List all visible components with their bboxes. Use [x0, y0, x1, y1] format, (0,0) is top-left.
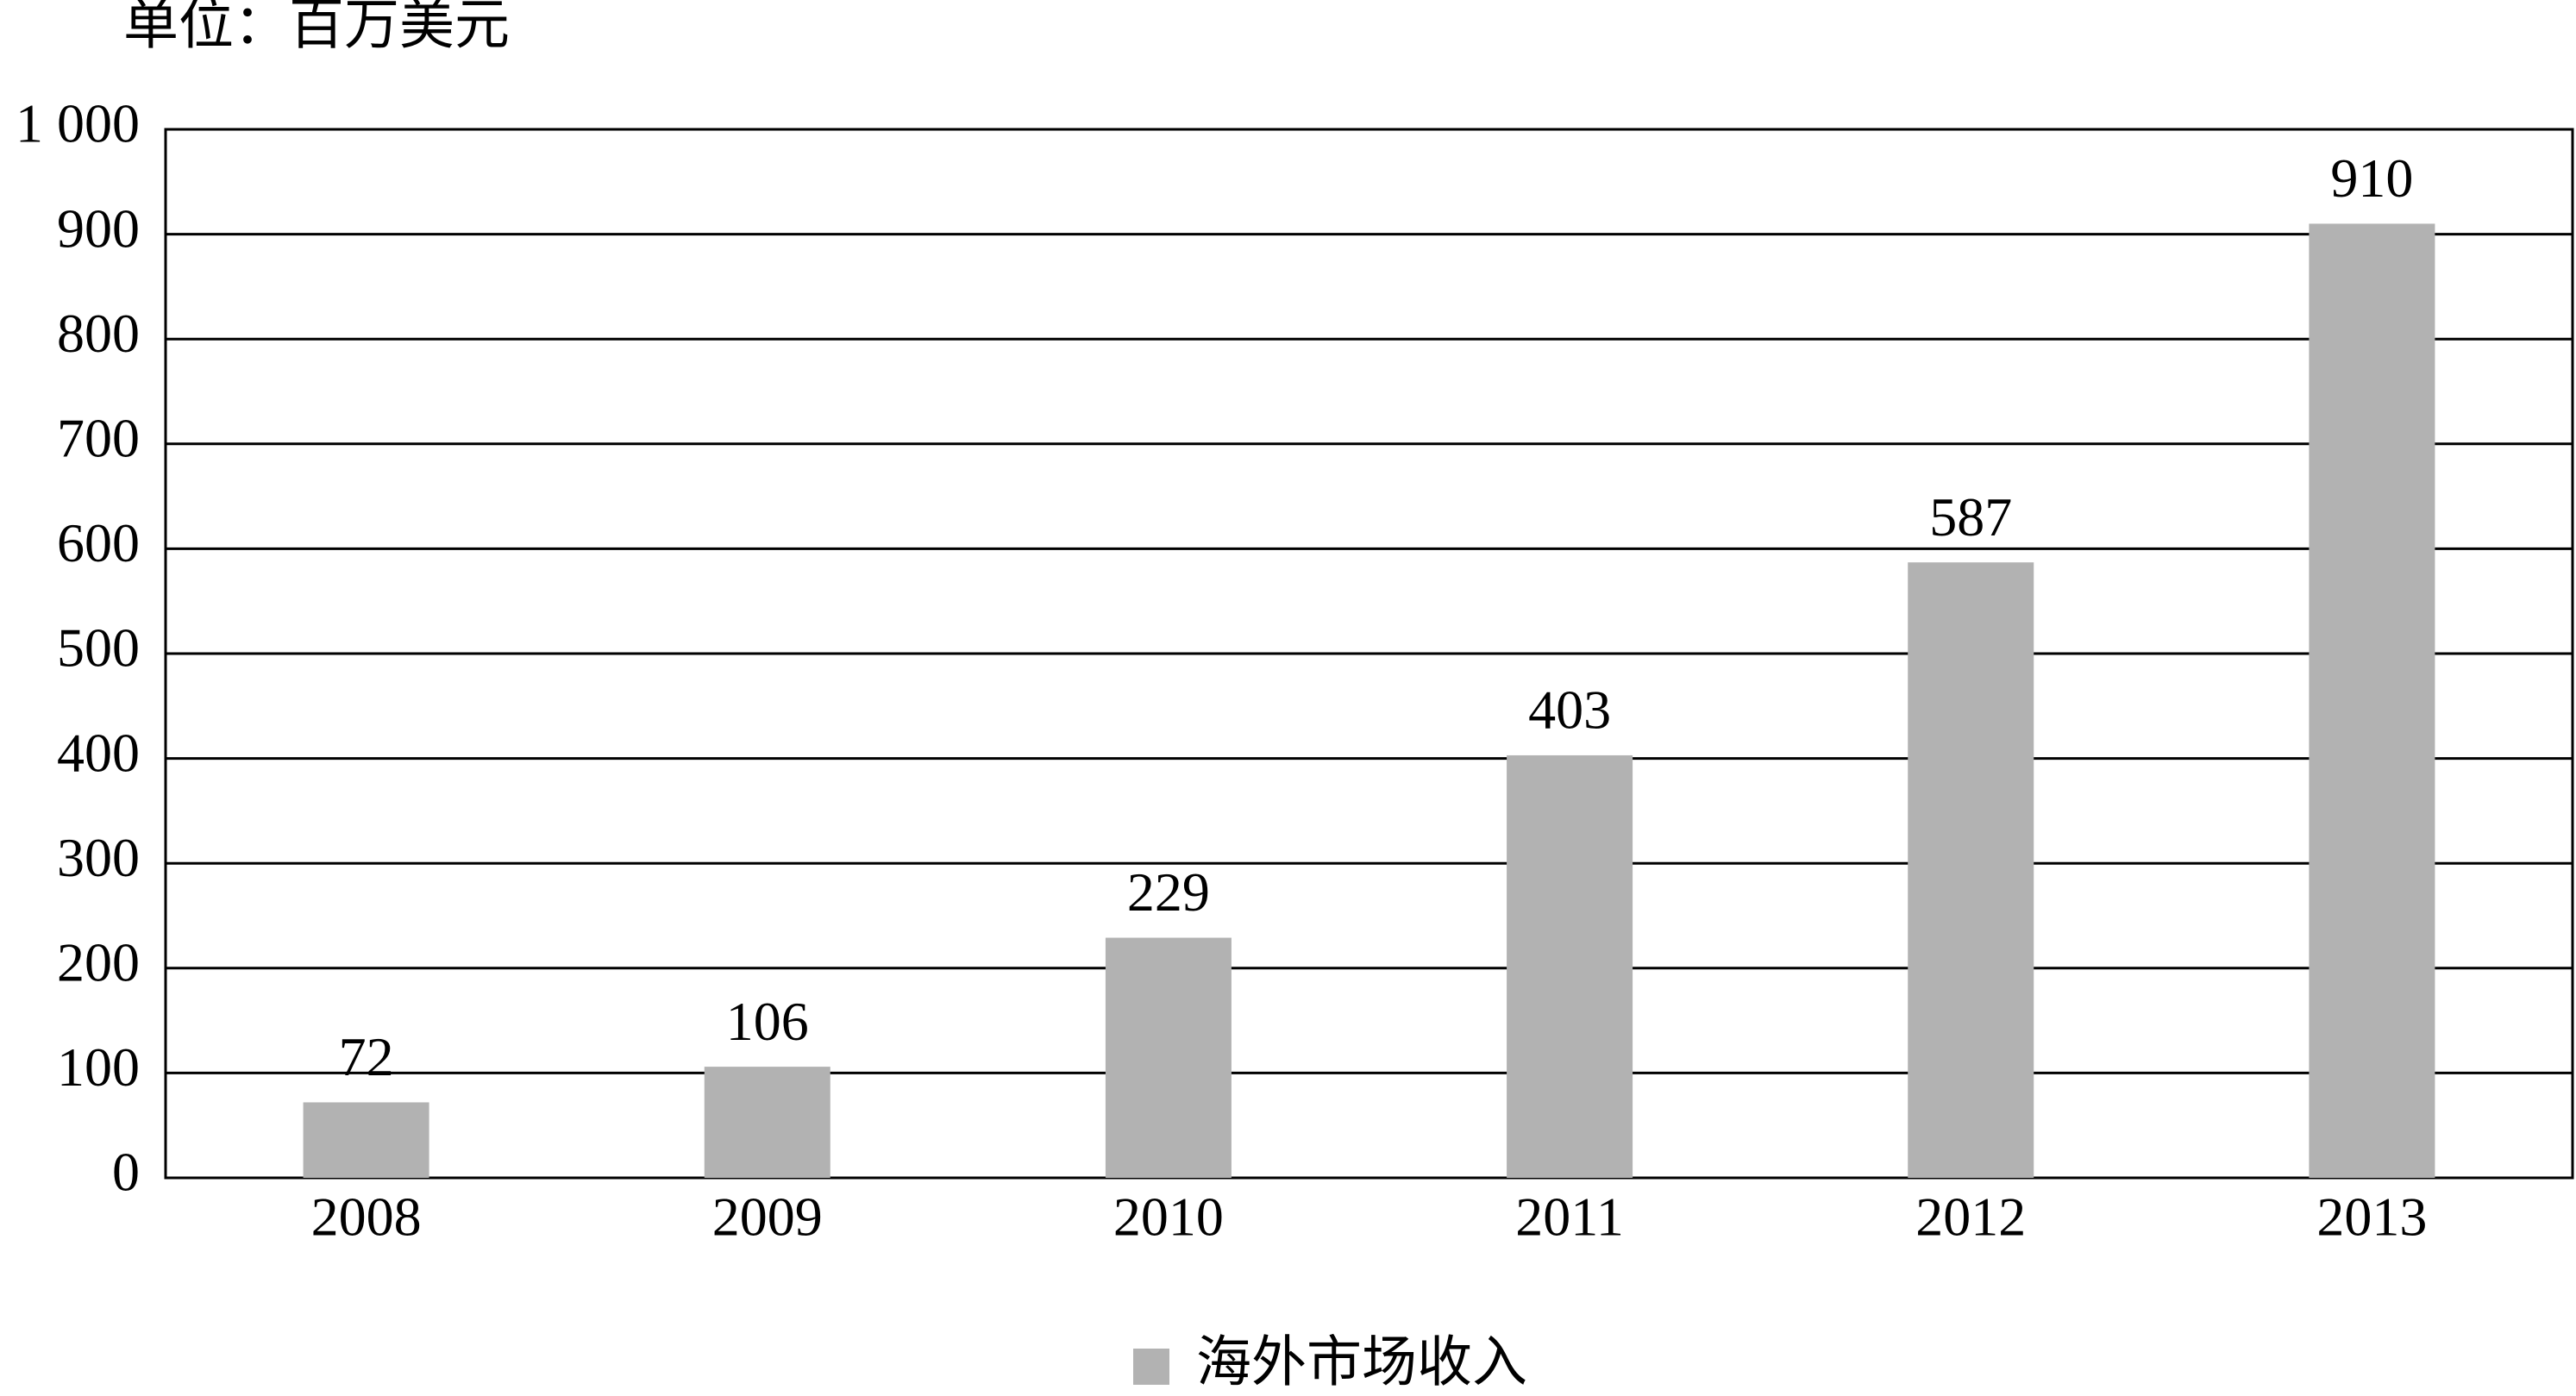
- y-tick-label: 0: [112, 1142, 140, 1203]
- y-tick-label: 800: [57, 303, 140, 364]
- data-label: 72: [339, 1026, 394, 1087]
- data-label: 587: [1929, 486, 2012, 548]
- bar: [1507, 754, 1633, 1178]
- plot-frame: [164, 128, 2574, 1180]
- data-label: 910: [2330, 147, 2413, 209]
- bar: [704, 1067, 830, 1178]
- bar: [1105, 937, 1232, 1178]
- y-tick-label: 200: [57, 931, 140, 992]
- legend-swatch: [1133, 1349, 1169, 1385]
- data-label: 106: [726, 991, 809, 1052]
- y-tick-label: 700: [57, 407, 140, 468]
- data-label: 403: [1528, 679, 1611, 741]
- bar: [2309, 223, 2435, 1179]
- y-tick-label: 600: [57, 512, 140, 573]
- x-tick-label: 2012: [1915, 1186, 2026, 1248]
- y-tick-label: 500: [57, 617, 140, 679]
- y-tick-label: 300: [57, 827, 140, 888]
- x-tick-label: 2011: [1515, 1186, 1624, 1248]
- x-tick-label: 2010: [1113, 1186, 1224, 1248]
- x-tick-label: 2009: [712, 1186, 823, 1248]
- bar: [1908, 562, 2034, 1178]
- x-tick-label: 2013: [2316, 1186, 2427, 1248]
- y-tick-label: 400: [57, 722, 140, 783]
- legend-label: 海外市场收入: [1196, 1332, 1527, 1393]
- y-tick-label: 1 000: [16, 93, 140, 154]
- unit-label: 单位：百万美元: [123, 0, 510, 56]
- y-tick-label: 900: [57, 197, 140, 259]
- bar: [303, 1102, 429, 1178]
- x-tick-label: 2008: [311, 1186, 422, 1248]
- y-tick-label: 100: [57, 1036, 140, 1098]
- data-label: 229: [1127, 861, 1210, 923]
